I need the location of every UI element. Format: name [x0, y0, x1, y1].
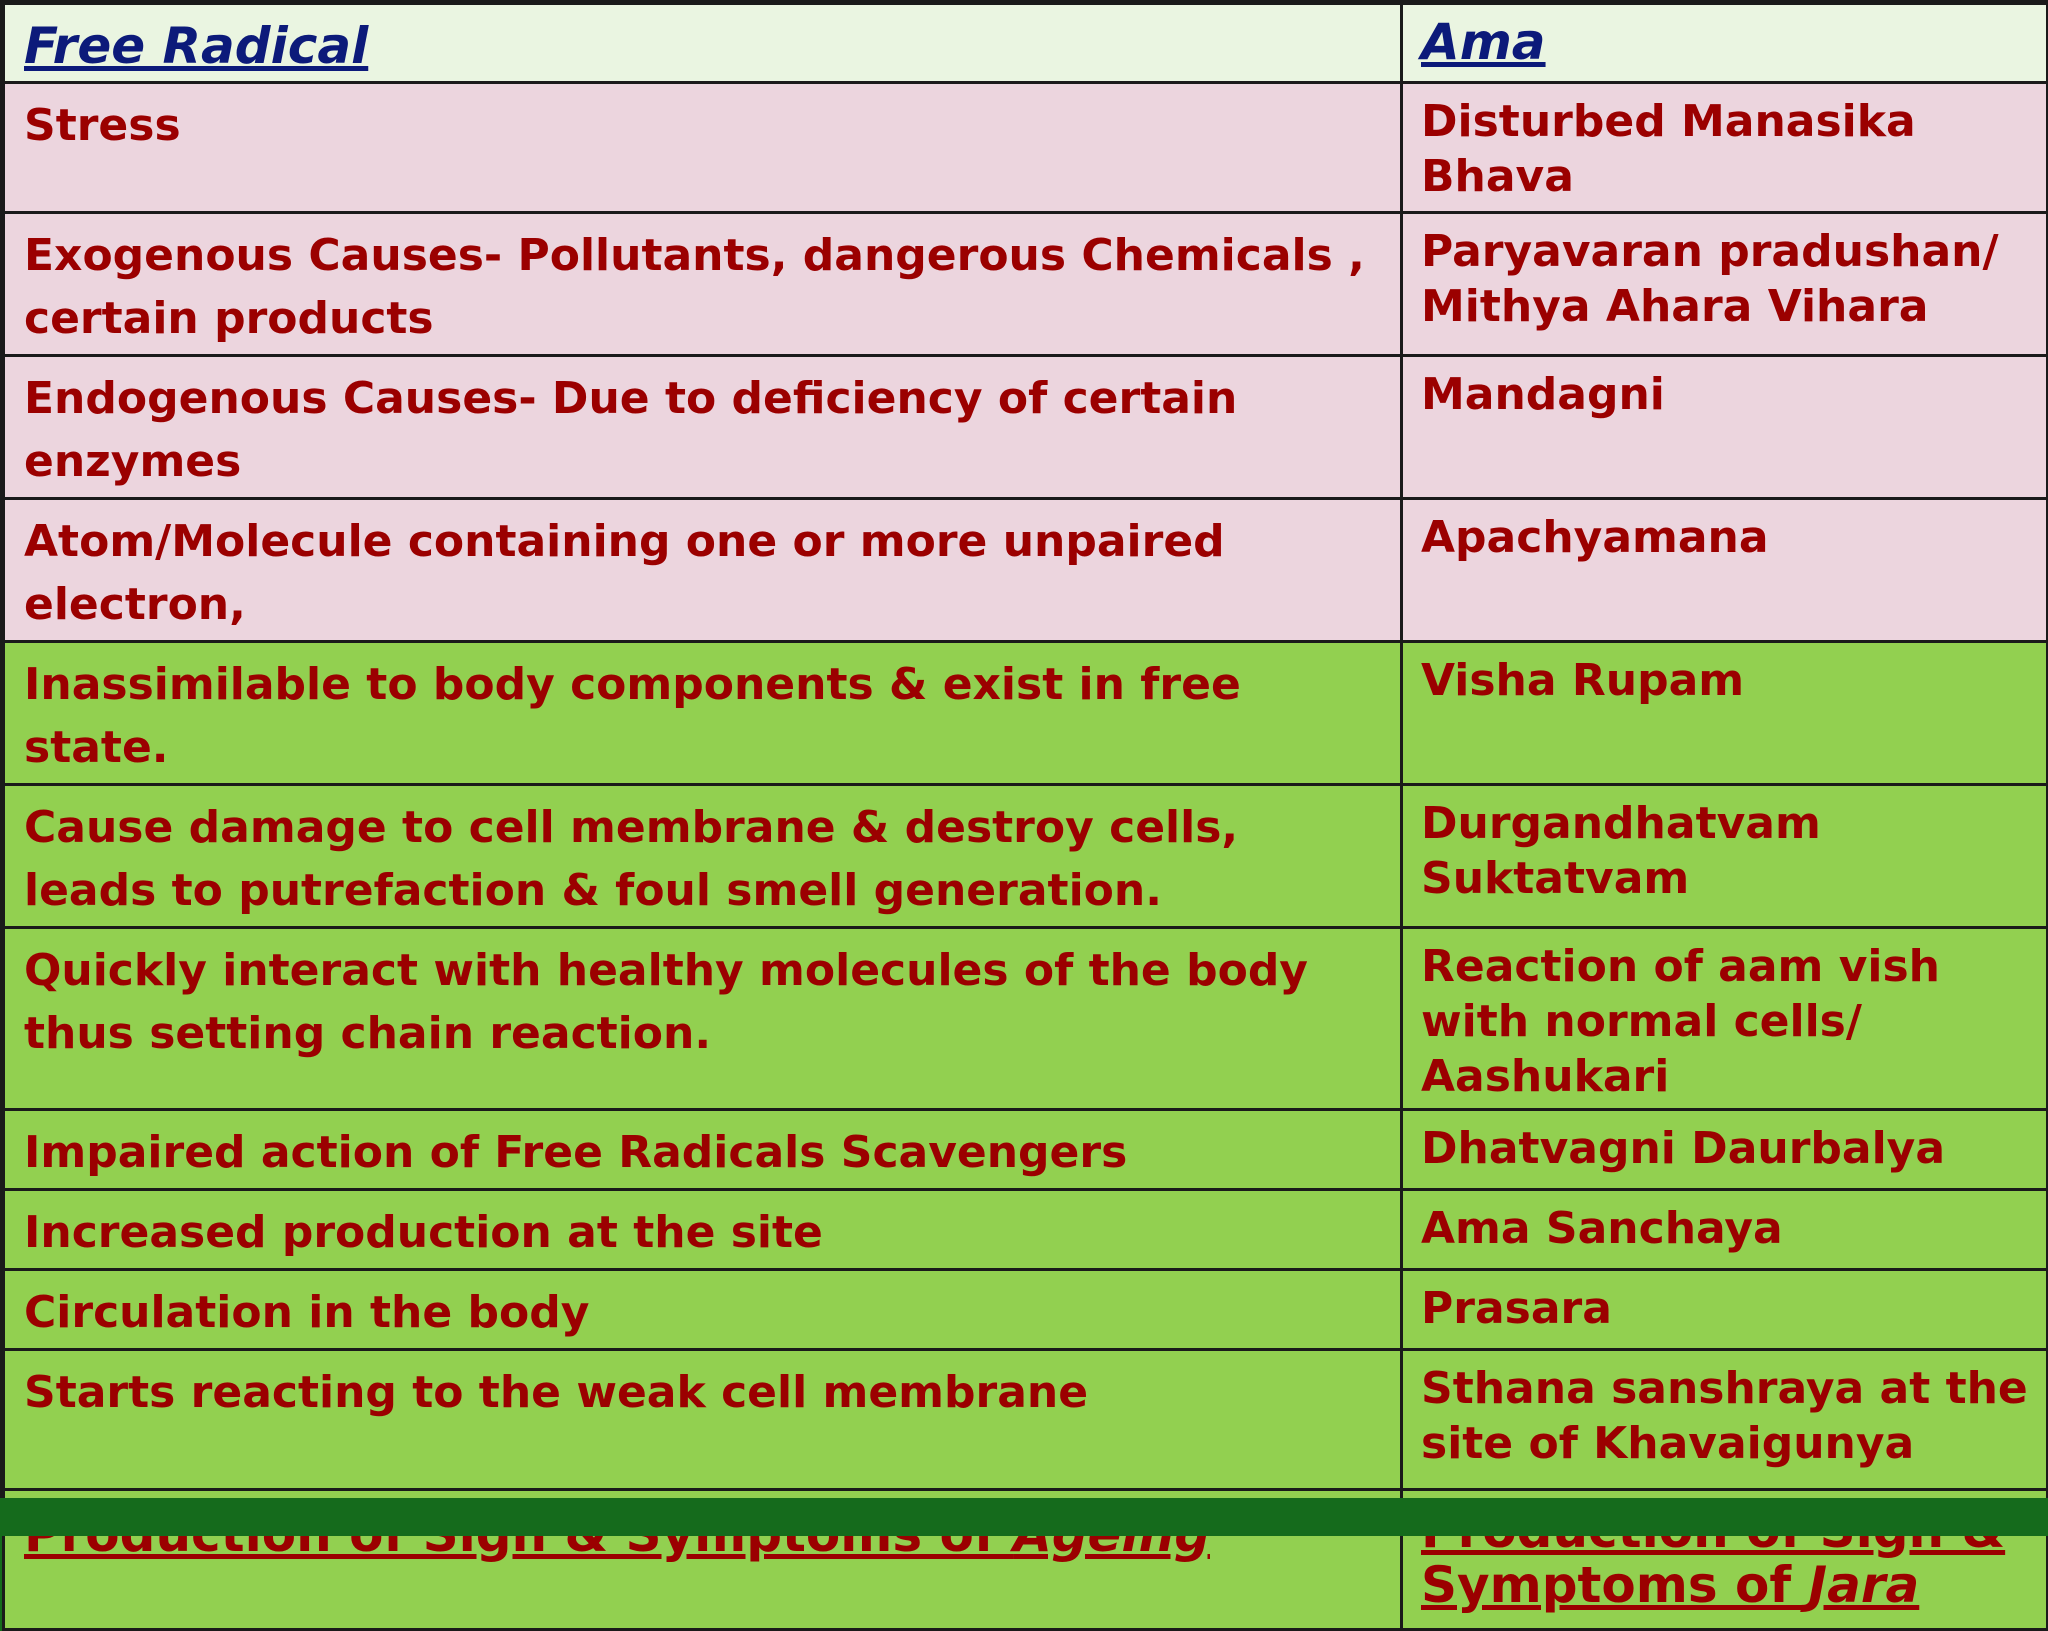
- row-right-cell: Paryavaran pradushan/ Mithya Ahara Vihar…: [1400, 211, 2048, 357]
- table-row: Inassimilable to body components & exist…: [2, 640, 2048, 786]
- row-right-cell: Dhatvagni Daurbalya: [1400, 1108, 2048, 1191]
- row-right-cell: Prasara: [1400, 1268, 2048, 1351]
- row-right-cell: Sthana sanshraya at the site of Khavaigu…: [1400, 1348, 2048, 1491]
- header-free-radical: Free Radical: [2, 2, 1403, 84]
- row-left-cell: Stress: [2, 81, 1403, 214]
- table-row: Cause damage to cell membrane & destroy …: [2, 783, 2048, 929]
- row-left-cell: Atom/Molecule containing one or more unp…: [2, 497, 1403, 643]
- footer-right-italic: Jara: [1808, 1556, 1920, 1614]
- row-left-cell: Impaired action of Free Radicals Scaveng…: [2, 1108, 1403, 1191]
- table-row: Circulation in the body Prasara: [2, 1268, 2048, 1351]
- table-row: Impaired action of Free Radicals Scaveng…: [2, 1108, 2048, 1191]
- bottom-band: [0, 1498, 2048, 1536]
- header-ama: Ama: [1400, 2, 2048, 84]
- row-right-cell: Apachyamana: [1400, 497, 2048, 643]
- row-left-cell: Starts reacting to the weak cell membran…: [2, 1348, 1403, 1491]
- row-left-cell: Increased production at the site: [2, 1188, 1403, 1271]
- table-row: Starts reacting to the weak cell membran…: [2, 1348, 2048, 1491]
- row-left-cell: Cause damage to cell membrane & destroy …: [2, 783, 1403, 929]
- table-row: Exogenous Causes- Pollutants, dangerous …: [2, 211, 2048, 357]
- row-right-cell: Visha Rupam: [1400, 640, 2048, 786]
- table-row: Stress Disturbed Manasika Bhava: [2, 81, 2048, 214]
- row-left-cell: Inassimilable to body components & exist…: [2, 640, 1403, 786]
- row-left-cell: Exogenous Causes- Pollutants, dangerous …: [2, 211, 1403, 357]
- row-right-cell: Ama Sanchaya: [1400, 1188, 2048, 1271]
- row-right-cell: Mandagni: [1400, 354, 2048, 500]
- row-right-cell: Durgandhatvam Suktatvam: [1400, 783, 2048, 929]
- table-row: Atom/Molecule containing one or more unp…: [2, 497, 2048, 643]
- row-right-cell: Disturbed Manasika Bhava: [1400, 81, 2048, 214]
- table-header-row: Free Radical Ama: [2, 2, 2048, 84]
- row-left-cell: Endogenous Causes- Due to deficiency of …: [2, 354, 1403, 500]
- row-left-cell: Quickly interact with healthy molecules …: [2, 926, 1403, 1111]
- table-row: Endogenous Causes- Due to deficiency of …: [2, 354, 2048, 500]
- row-right-cell: Reaction of aam vish with normal cells/ …: [1400, 926, 2048, 1111]
- table-row: Quickly interact with healthy molecules …: [2, 926, 2048, 1111]
- table-row: Increased production at the site Ama San…: [2, 1188, 2048, 1271]
- row-left-cell: Circulation in the body: [2, 1268, 1403, 1351]
